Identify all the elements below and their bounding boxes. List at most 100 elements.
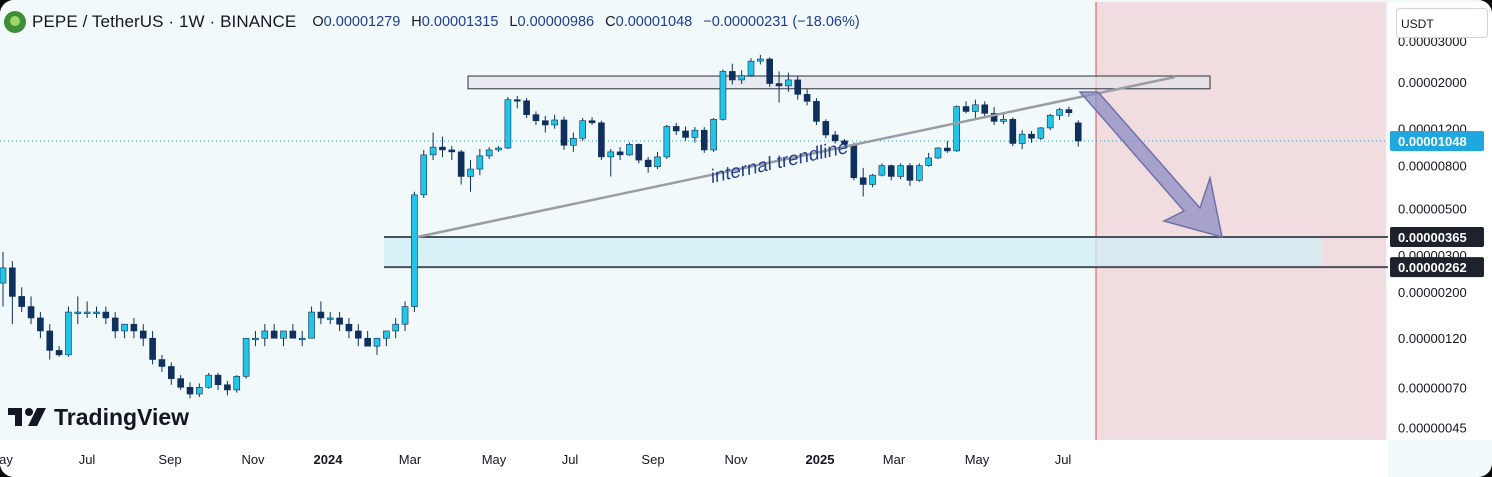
watermark-text: TradingView	[54, 403, 190, 430]
candle-up	[1056, 109, 1063, 116]
current-price-tag	[1390, 131, 1484, 151]
candle-down	[672, 126, 680, 132]
candle-down	[439, 146, 446, 151]
candle-down	[775, 83, 783, 87]
y-tick-label: 0.00000500	[1398, 201, 1467, 216]
candle-down	[1065, 109, 1073, 114]
candle-up	[467, 168, 474, 177]
candle-up	[1037, 127, 1045, 139]
x-axis-label: Mar	[399, 452, 422, 467]
candle-up	[915, 165, 923, 181]
candle-up	[401, 306, 409, 325]
candle-down	[354, 330, 362, 339]
candle-down	[214, 374, 222, 386]
candle-up	[1018, 133, 1026, 144]
candle-down	[1074, 122, 1082, 142]
candle-up	[972, 104, 979, 112]
high-key: H	[411, 14, 422, 30]
y-tick-label: 0.00002000	[1398, 75, 1467, 90]
candle-up	[326, 317, 334, 320]
candle-up	[654, 156, 661, 168]
candle-up	[1046, 114, 1054, 129]
candle-up	[869, 174, 876, 185]
candle-up	[121, 323, 128, 332]
candle-down	[887, 165, 895, 177]
candle-up	[0, 267, 7, 284]
candle-down	[635, 144, 643, 161]
projection-arrow	[1078, 91, 1223, 239]
candle-down	[598, 122, 605, 158]
candle-up	[383, 330, 390, 339]
candle-up	[691, 129, 699, 138]
candle-up	[504, 99, 512, 149]
candle-down	[158, 359, 166, 367]
candle-up	[485, 149, 493, 157]
x-axis-label: Sep	[158, 452, 181, 467]
candle-up	[785, 79, 792, 87]
candle-up	[934, 147, 942, 159]
candle-down	[822, 121, 830, 136]
x-axis-label: Jul	[1055, 452, 1072, 467]
candle-down	[803, 94, 811, 102]
candle-up	[280, 330, 287, 339]
candle-down	[168, 366, 175, 379]
candle-up	[551, 119, 558, 126]
price-tag-label: 0.00001048	[1398, 134, 1467, 149]
candle-down	[186, 387, 194, 395]
x-axis-label: 2025	[806, 452, 835, 467]
candle-down	[513, 99, 521, 102]
candle-down	[18, 296, 26, 307]
candle-up	[233, 375, 241, 391]
candle-up	[710, 119, 717, 151]
candle-down	[981, 104, 989, 114]
close-value: 0.00001048	[615, 14, 693, 30]
candle-down	[682, 130, 689, 138]
candle-up	[205, 374, 212, 388]
support-zone	[384, 237, 1322, 268]
price-tag-label: 0.00000262	[1398, 260, 1467, 275]
candle-down	[457, 151, 465, 177]
candle-up	[925, 157, 932, 166]
low-value: 0.00000986	[517, 14, 595, 30]
price-tag-label: 0.00000365	[1398, 230, 1467, 245]
symbol-header: PEPE / TetherUS · 1W · BINANCE O0.000012…	[0, 8, 867, 36]
candle-down	[990, 113, 998, 122]
candle-down	[270, 330, 278, 339]
candle-up	[74, 311, 82, 314]
candle-up	[476, 155, 484, 170]
candle-down	[962, 106, 970, 112]
change-value: −0.00000231 (−18.06%)	[703, 14, 860, 30]
candle-down	[560, 119, 568, 146]
candle-up	[65, 311, 72, 356]
candle-down	[46, 330, 54, 351]
candle-up	[738, 75, 745, 81]
candle-up	[953, 106, 961, 152]
candle-up	[719, 71, 727, 120]
candle-up	[308, 311, 315, 339]
candle-down	[130, 323, 138, 332]
y-tick-label: 0.00000045	[1398, 421, 1467, 436]
candle-down	[149, 337, 156, 360]
candle-up	[429, 146, 437, 156]
candle-down	[177, 378, 184, 388]
tradingview-logo-icon	[8, 408, 46, 426]
projection-zone	[1096, 2, 1386, 440]
candle-down	[27, 306, 35, 319]
candle-down	[728, 71, 736, 81]
x-axis-label: Mar	[883, 452, 906, 467]
pepe-logo-icon	[4, 11, 26, 33]
open-value: 0.00001279	[323, 14, 401, 30]
candle-up	[626, 144, 633, 156]
candle-up	[579, 120, 587, 139]
symbol-title[interactable]: PEPE / TetherUS · 1W · BINANCE	[32, 12, 297, 31]
low-key: L	[509, 14, 518, 30]
candle-up	[878, 165, 886, 176]
level-price-tag	[1390, 257, 1484, 278]
candle-down	[859, 177, 867, 185]
x-axis-label: May	[482, 452, 507, 467]
candle-down	[55, 350, 63, 356]
candle-up	[83, 311, 91, 314]
currency-button[interactable]: USDT	[1396, 8, 1488, 38]
